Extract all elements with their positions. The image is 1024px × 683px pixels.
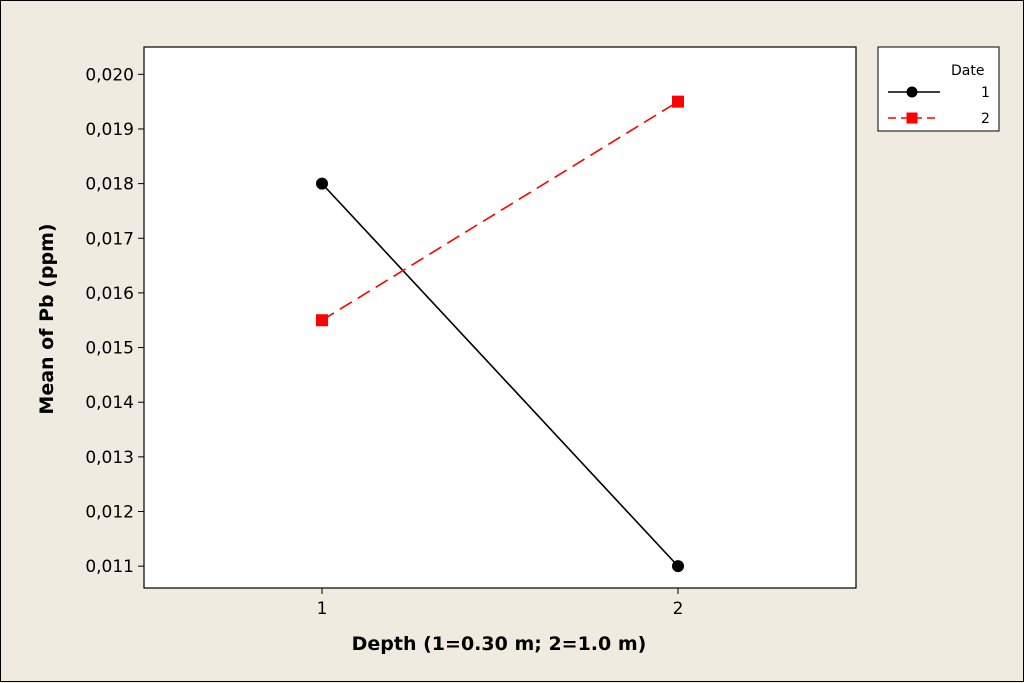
legend-marker-1: [906, 86, 918, 98]
series-1-point: [316, 177, 328, 190]
series-2-line: [321, 100, 679, 321]
y-tick-label: 0,013: [85, 448, 134, 468]
y-tick-label: 0,017: [85, 229, 134, 249]
y-tick-label: 0,016: [85, 284, 134, 304]
y-tick-label: 0,020: [85, 65, 134, 85]
y-tick-label: 0,019: [85, 120, 134, 140]
legend: Date 12: [877, 46, 1000, 132]
y-tick-label: 0,012: [85, 502, 134, 522]
x-tick-label: 2: [673, 599, 684, 619]
legend-label-2: 2: [981, 111, 990, 127]
series-2-point: [316, 314, 328, 327]
series-2-point: [672, 95, 684, 108]
legend-title: Date: [951, 63, 984, 79]
y-tick-label: 0,015: [85, 339, 134, 359]
legend-label-1: 1: [981, 85, 990, 101]
y-tick-label: 0,018: [85, 175, 134, 195]
legend-box: [877, 46, 1000, 132]
x-axis-title: Depth (1=0.30 m; 2=1.0 m): [352, 633, 647, 655]
x-tick-label: 1: [317, 599, 328, 619]
legend-marker-2: [906, 112, 918, 124]
plot-area: [143, 46, 857, 589]
y-axis: 0,011 0,012 0,013 0,014 0,015 0,016 0,017 0,018…: [85, 65, 144, 577]
y-axis-title: Mean of Pb (ppm): [36, 223, 58, 414]
legend-items: 12: [888, 85, 990, 127]
series-layer: [316, 95, 684, 573]
y-tick-label: 0,011: [85, 557, 134, 577]
series-1-line: [321, 183, 679, 567]
series-1-point: [672, 560, 684, 573]
y-tick-label: 0,014: [85, 393, 134, 413]
